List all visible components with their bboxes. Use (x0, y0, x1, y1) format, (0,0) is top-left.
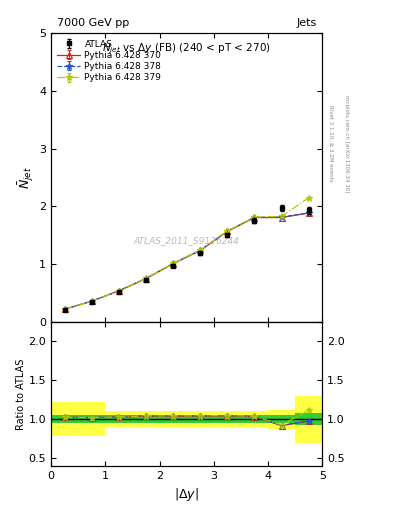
Text: $N_{jet}$ vs $\Delta y$ (FB) (240 < pT < 270): $N_{jet}$ vs $\Delta y$ (FB) (240 < pT <… (102, 42, 271, 56)
Legend: ATLAS, Pythia 6.428 370, Pythia 6.428 378, Pythia 6.428 379: ATLAS, Pythia 6.428 370, Pythia 6.428 37… (55, 38, 163, 84)
Bar (132, 411, 160, 427)
Text: Rivet 3.1.10, ≥ 3.2M events: Rivet 3.1.10, ≥ 3.2M events (328, 105, 333, 182)
Bar (241, 411, 268, 427)
Y-axis label: Ratio to ATLAS: Ratio to ATLAS (16, 358, 26, 430)
Bar (78, 402, 105, 436)
Bar (214, 411, 241, 427)
Bar (295, 396, 322, 442)
Y-axis label: $\bar{N}_{jet}$: $\bar{N}_{jet}$ (17, 166, 36, 189)
Bar (241, 415, 268, 423)
Text: Jets: Jets (297, 17, 317, 28)
Text: mcplots.cern.ch [arXiv:1306.34 36]: mcplots.cern.ch [arXiv:1306.34 36] (344, 95, 349, 192)
Bar (160, 415, 187, 423)
Bar (187, 415, 214, 423)
Text: 7000 GeV pp: 7000 GeV pp (57, 17, 129, 28)
Bar (51, 415, 78, 423)
Bar (51, 402, 78, 436)
X-axis label: $|\Delta y|$: $|\Delta y|$ (174, 486, 199, 503)
Text: ATLAS_2011_S9126244: ATLAS_2011_S9126244 (134, 237, 240, 245)
Bar (105, 411, 132, 427)
Bar (78, 415, 105, 423)
Bar (268, 415, 295, 423)
Bar (160, 411, 187, 427)
Bar (268, 410, 295, 429)
Bar (214, 415, 241, 423)
Bar (187, 411, 214, 427)
Bar (295, 413, 322, 425)
Bar (132, 415, 160, 423)
Bar (105, 415, 132, 423)
